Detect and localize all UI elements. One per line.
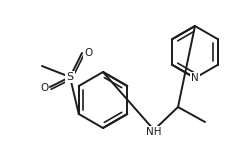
Text: NH: NH: [146, 127, 162, 137]
Text: N: N: [191, 73, 199, 83]
Text: S: S: [66, 72, 73, 82]
Text: O: O: [84, 48, 92, 58]
Text: O: O: [40, 83, 48, 93]
